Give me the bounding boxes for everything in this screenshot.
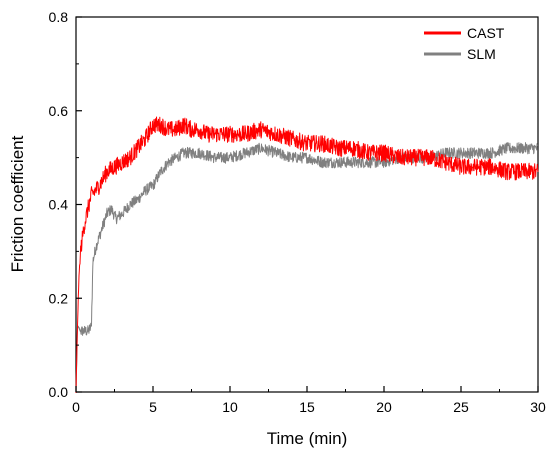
x-tick-label: 0 [72,399,80,415]
y-axis-title: Friction coefficient [8,135,27,272]
x-tick-label: 20 [376,399,392,415]
series-line-slm [75,142,539,392]
y-tick-label: 0.4 [49,197,69,213]
legend-label-cast: CAST [467,25,505,41]
y-tick-label: 0.0 [49,384,69,400]
ticks-layer: 0 5 10 15 20 25 30 0.0 0.2 0.4 0.6 0.8 [49,9,546,415]
plot-frame [75,16,539,393]
y-tick-label: 0.8 [49,9,69,25]
x-tick-label: 5 [149,399,157,415]
x-tick-label: 15 [299,399,315,415]
x-tick-label: 30 [530,399,546,415]
series-layer [75,116,539,394]
legend-label-slm: SLM [467,46,496,62]
y-tick-label: 0.2 [49,290,69,306]
x-tick-label: 10 [222,399,238,415]
x-tick-label: 25 [453,399,469,415]
legend: CAST SLM [424,25,505,62]
x-axis-title: Time (min) [267,429,348,448]
series-line-cast [75,116,539,394]
y-tick-label: 0.6 [49,103,69,119]
